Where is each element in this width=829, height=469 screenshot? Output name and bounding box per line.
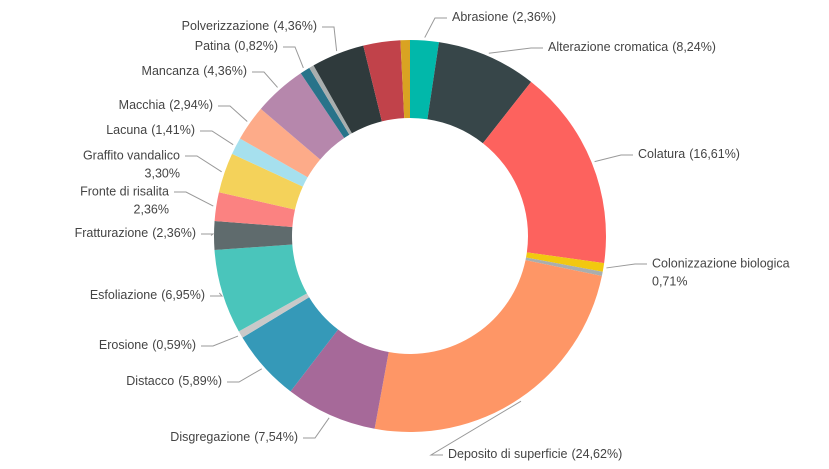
segment-name: Colatura (638, 147, 685, 161)
segment-name: Macchia (119, 98, 166, 112)
leader-line (200, 130, 234, 146)
segment-name: Disgregazione (170, 430, 250, 444)
segment-value-label: (0,59%) (152, 338, 196, 352)
segment-value-label: (8,24%) (672, 40, 716, 54)
leader-line (210, 292, 224, 297)
segment-name: Patina (195, 39, 230, 53)
leader-line (201, 233, 215, 236)
leader-line (303, 417, 330, 439)
donut-segment (239, 108, 321, 178)
segment-label: Macchia (2,94%) (119, 98, 213, 112)
donut-segment (214, 192, 295, 227)
donut-segment (427, 42, 532, 144)
segment-label: Erosione (0,59%) (99, 338, 196, 352)
segment-label: Esfoliazione (6,95%) (90, 288, 205, 302)
segment-name: Deposito di superficie (448, 447, 568, 461)
donut-segment (213, 220, 293, 251)
leader-line (606, 263, 647, 269)
donut-segment (313, 45, 382, 134)
segment-label: Abrasione (2,36%) (452, 10, 556, 24)
donut-segment (242, 297, 339, 392)
segment-name: Abrasione (452, 10, 508, 24)
segment-value-label: (7,54%) (254, 430, 298, 444)
segment-label: Distacco (5,89%) (126, 374, 222, 388)
segment-label: Disgregazione (7,54%) (170, 430, 298, 444)
donut-segment (374, 260, 602, 432)
segment-value-label: (4,36%) (273, 19, 317, 33)
segment-name: Polverizzazione (182, 19, 270, 33)
donut-segment (400, 40, 410, 119)
segment-name: Erosione (99, 338, 148, 352)
segment-label: Polverizzazione (4,36%) (182, 19, 317, 33)
segment-value-label: (2,36%) (512, 10, 556, 24)
leader-line (185, 155, 222, 173)
donut-segment (525, 257, 603, 276)
leader-line (424, 17, 447, 38)
leader-line (283, 46, 304, 69)
segment-value-label: 2,36% (134, 202, 169, 216)
donut-segment (410, 40, 439, 120)
segment-label: Colonizzazione biologica (652, 256, 790, 270)
leader-line (201, 335, 239, 347)
segment-name: Alterazione cromatica (548, 40, 668, 54)
donut-segment (218, 153, 303, 210)
segment-label: Fronte di risalita (80, 184, 169, 198)
segment-label: Fratturazione (2,36%) (75, 226, 196, 240)
donut-segment (526, 252, 605, 272)
segment-value-label: (2,94%) (169, 98, 213, 112)
segment-label: Patina (0,82%) (195, 39, 278, 53)
segment-name: Lacuna (106, 123, 147, 137)
segment-value-label: (1,41%) (151, 123, 195, 137)
donut-segment (214, 244, 307, 332)
segment-name: Distacco (126, 374, 174, 388)
donut-segment (232, 138, 308, 187)
segment-label: Lacuna (1,41%) (106, 123, 195, 137)
donut-segment (260, 73, 345, 160)
leader-line (322, 26, 338, 52)
segment-value-label: (5,89%) (178, 374, 222, 388)
donut-segment (309, 65, 352, 135)
segment-label: Mancanza (4,36%) (142, 64, 247, 78)
leader-line (594, 154, 633, 163)
segment-name: Mancanza (142, 64, 200, 78)
leader-line (174, 191, 214, 207)
segment-value-label: (4,36%) (203, 64, 247, 78)
donut-segment (300, 67, 350, 139)
segment-name: Fratturazione (75, 226, 149, 240)
segment-label: Deposito di superficie (24,62%) (448, 447, 622, 461)
segment-value-label: 3,30% (145, 166, 180, 180)
leader-line (218, 105, 248, 122)
segment-label: Colatura (16,61%) (638, 147, 740, 161)
leader-line (429, 400, 522, 456)
segment-value-label: (6,95%) (161, 288, 205, 302)
segment-name: Esfoliazione (90, 288, 157, 302)
donut-segment (290, 329, 389, 429)
leader-line (252, 71, 278, 88)
segment-value-label: (16,61%) (689, 147, 740, 161)
leader-line (227, 368, 263, 383)
segment-label: Graffito vandalico (83, 148, 180, 162)
segment-value-label: (0,82%) (234, 39, 278, 53)
segment-value-label: 0,71% (652, 274, 687, 288)
segment-label: Alterazione cromatica (8,24%) (548, 40, 716, 54)
donut-segment (482, 81, 606, 264)
segment-value-label: (24,62%) (572, 447, 623, 461)
leader-line (488, 47, 543, 54)
segment-value-label: (2,36%) (152, 226, 196, 240)
donut-segment (363, 40, 405, 122)
donut-segment (238, 293, 310, 338)
